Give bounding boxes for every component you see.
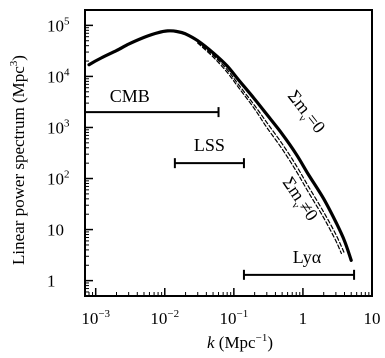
x-tick-label-exp: −2 <box>167 308 179 320</box>
y-axis-title-base: Linear power spectrum (Mpc <box>9 66 28 265</box>
x-axis-unit-exp: −1 <box>256 332 268 344</box>
x-tick-label-base: 10 <box>150 309 167 328</box>
y-tick-label-base: 1 <box>47 272 56 291</box>
y-tick-label-exp: 5 <box>64 15 70 27</box>
massive-series-label: Σmν≠0 <box>275 173 322 227</box>
x-tick-label: 10−3 <box>81 308 110 328</box>
x-axis-unit-base: (Mpc <box>215 333 257 352</box>
plot-frame <box>85 10 372 296</box>
x-tick-label: 10−2 <box>150 308 179 328</box>
x-tick-label: 10 <box>364 309 381 328</box>
y-tick-label-exp: 4 <box>64 66 70 78</box>
series-label-prefix: Σm <box>284 86 315 118</box>
x-axis-unit-close: ) <box>267 333 273 352</box>
x-axis-title: k (Mpc−1) <box>207 332 273 352</box>
y-tick-label: 103 <box>47 117 70 137</box>
x-tick-label-base: 10 <box>364 309 381 328</box>
y-tick-label-exp: 2 <box>64 169 70 181</box>
y-axis-title-close: ) <box>9 55 28 61</box>
x-tick-label-base: 1 <box>299 309 308 328</box>
y-tick-label: 10 <box>47 221 64 240</box>
y-tick-label: 1 <box>47 272 56 291</box>
y-tick-label: 105 <box>47 15 70 35</box>
y-tick-label-base: 10 <box>47 118 64 137</box>
x-tick-label-base: 10 <box>219 309 236 328</box>
y-tick-label-exp: 3 <box>64 117 70 129</box>
x-tick-label-exp: −3 <box>98 308 110 320</box>
massless-series-label: Σmν=0 <box>281 86 330 139</box>
lss-range-label: LSS <box>194 135 225 155</box>
ly-range-label: Lyα <box>293 247 322 267</box>
ticks-layer <box>85 10 372 296</box>
y-tick-label: 104 <box>47 66 70 86</box>
x-tick-label: 1 <box>299 309 308 328</box>
y-tick-label-base: 10 <box>47 67 64 86</box>
y-tick-label-base: 10 <box>47 170 64 189</box>
cmb-range-label: CMB <box>110 86 150 106</box>
x-tick-label-base: 10 <box>81 309 98 328</box>
y-axis-title: Linear power spectrum (Mpc3) <box>8 55 28 265</box>
y-tick-label-base: 10 <box>47 16 64 35</box>
series-label-prefix: Σm <box>279 173 309 204</box>
y-tick-label-base: 10 <box>47 221 64 240</box>
x-tick-label: 10−1 <box>219 308 248 328</box>
x-tick-label-exp: −1 <box>236 308 248 320</box>
y-tick-label: 102 <box>47 169 70 189</box>
